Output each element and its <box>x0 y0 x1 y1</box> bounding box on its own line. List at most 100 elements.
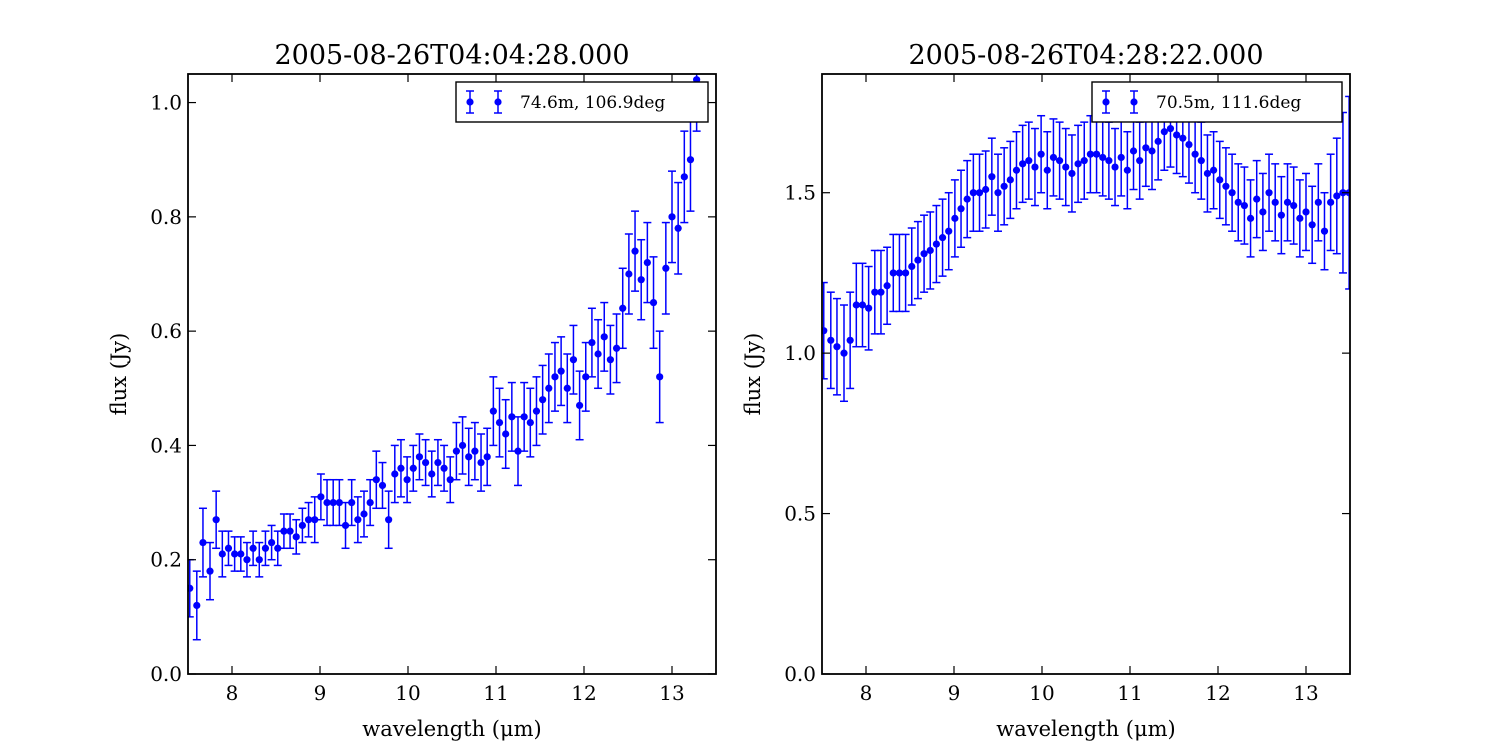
data-point <box>1240 201 1248 210</box>
data-point <box>975 189 984 197</box>
data-point <box>1074 160 1082 168</box>
data-point <box>458 441 467 450</box>
y-axis-label: flux (Jy) <box>107 333 131 416</box>
x-tick-label: 9 <box>948 681 961 705</box>
y-tick-label: 0.5 <box>784 502 816 526</box>
legend-marker <box>494 98 502 106</box>
plot-area <box>188 74 716 674</box>
data-point <box>224 544 233 552</box>
data-point <box>1222 182 1230 190</box>
data-point <box>1037 150 1045 158</box>
x-tick-label: 12 <box>571 681 596 705</box>
data-point <box>1253 195 1261 203</box>
data-point <box>206 567 214 575</box>
data-point <box>508 413 516 421</box>
data-point <box>231 550 239 558</box>
data-point <box>323 498 331 507</box>
data-point <box>409 464 417 472</box>
data-point <box>594 350 602 358</box>
data-point <box>274 544 282 552</box>
data-point <box>452 447 460 455</box>
data-point <box>422 458 430 467</box>
data-point <box>833 343 841 351</box>
data-point <box>858 301 867 309</box>
x-tick-label: 8 <box>860 681 873 705</box>
plot-area <box>822 74 1350 674</box>
data-point <box>1290 201 1298 210</box>
data-point <box>963 195 971 203</box>
data-point <box>329 498 337 507</box>
x-tick-label: 13 <box>659 681 684 705</box>
data-point <box>199 538 207 547</box>
data-point <box>551 373 559 381</box>
data-point <box>304 516 313 524</box>
data-point <box>668 213 676 221</box>
data-point <box>1277 211 1285 219</box>
data-point <box>957 205 965 213</box>
data-point <box>631 247 639 255</box>
data-layer <box>188 74 701 641</box>
data-point <box>951 214 959 222</box>
data-point <box>1210 166 1218 174</box>
data-point <box>415 453 424 461</box>
data-point <box>1308 221 1316 229</box>
data-point <box>495 418 504 427</box>
data-point <box>1166 124 1175 133</box>
data-point <box>563 384 571 392</box>
data-point <box>1197 157 1205 165</box>
data-point <box>428 470 436 478</box>
data-point <box>686 156 695 164</box>
data-point <box>926 246 934 255</box>
chart-panel-right: 8 9 10 11 12 13 0.0 0.5 1.0 1.5 2005-08-26T04:28:2… <box>741 40 1351 741</box>
data-point <box>532 407 541 415</box>
data-point <box>606 356 615 364</box>
data-point <box>446 476 454 484</box>
data-point <box>1012 166 1021 174</box>
data-point <box>945 227 953 235</box>
data-point <box>1080 157 1088 165</box>
y-tick-label: 0.4 <box>150 433 182 457</box>
data-point <box>1111 163 1119 171</box>
data-point <box>1302 208 1310 216</box>
x-tick-label: 11 <box>483 681 508 705</box>
data-point <box>360 510 368 518</box>
data-point <box>1086 150 1094 158</box>
data-point <box>889 269 897 277</box>
data-point <box>1283 198 1292 206</box>
data-point <box>1185 140 1193 149</box>
data-point <box>557 367 565 375</box>
legend-marker <box>1130 98 1138 106</box>
x-tick-label: 13 <box>1293 681 1318 705</box>
data-point <box>680 173 688 181</box>
data-point <box>403 476 411 484</box>
data-point <box>366 498 374 507</box>
data-point <box>1031 163 1039 171</box>
data-point <box>1105 157 1113 165</box>
x-axis-label: wavelength (μm) <box>362 717 541 741</box>
data-point <box>1006 176 1014 184</box>
data-point <box>1296 214 1304 222</box>
data-point <box>292 533 300 541</box>
y-tick-label: 0.2 <box>150 548 182 572</box>
data-point <box>354 516 362 524</box>
data-point <box>483 453 491 461</box>
data-point <box>656 373 664 381</box>
data-point <box>1056 157 1064 165</box>
chart-title: 2005-08-26T04:04:28.000 <box>274 40 629 71</box>
data-point <box>1259 208 1267 216</box>
data-point <box>612 344 621 352</box>
data-point <box>1246 214 1255 222</box>
data-point <box>920 250 928 258</box>
data-point <box>1333 192 1341 200</box>
y-tick-label: 0.0 <box>150 662 182 686</box>
data-point <box>212 516 220 524</box>
data-point <box>852 301 860 309</box>
axes-frame <box>821 73 1351 675</box>
data-point <box>514 447 522 455</box>
data-point <box>674 224 682 232</box>
data-point <box>871 288 879 296</box>
y-tick-label: 0.0 <box>784 662 816 686</box>
legend-label: 74.6m, 106.9deg <box>520 93 665 113</box>
data-point <box>994 189 1002 197</box>
